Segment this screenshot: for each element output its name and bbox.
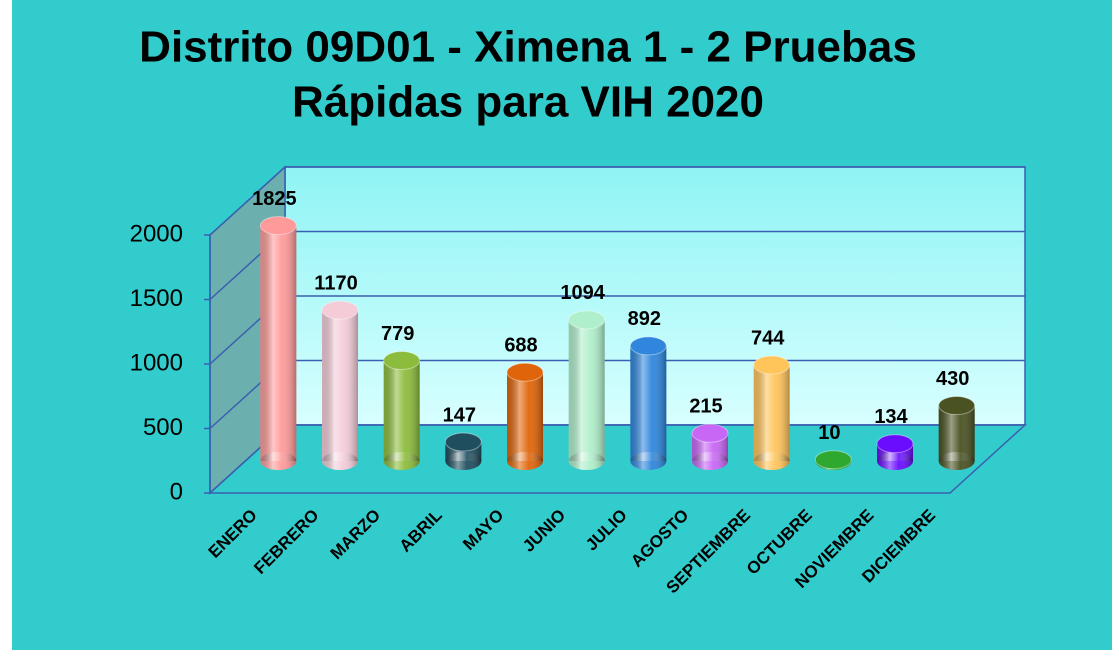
bar-shine xyxy=(507,372,543,461)
y-tick-label: 0 xyxy=(170,478,183,505)
bar-top xyxy=(876,434,914,454)
y-tick-label: 2000 xyxy=(130,220,183,247)
value-label: 430 xyxy=(936,368,969,390)
value-label: 147 xyxy=(443,404,476,426)
bar-shine xyxy=(383,360,420,461)
bar-top xyxy=(938,396,976,416)
bar-top xyxy=(383,351,421,371)
bar-top xyxy=(691,423,729,443)
bar-shine xyxy=(568,319,605,461)
bar-shine xyxy=(753,365,790,461)
bar-top xyxy=(814,450,852,470)
bar-shine xyxy=(260,225,297,461)
value-label: 215 xyxy=(689,396,722,418)
value-label: 1170 xyxy=(314,272,357,294)
bar-top xyxy=(321,300,359,320)
value-label: 1094 xyxy=(560,282,605,304)
grid-line xyxy=(209,166,1025,236)
bar-top xyxy=(753,355,791,375)
y-tick-label: 1500 xyxy=(130,285,183,312)
value-label: 1825 xyxy=(252,188,297,210)
bar-shine xyxy=(938,405,975,461)
y-tick-label: 500 xyxy=(143,414,183,441)
value-label: 779 xyxy=(381,323,414,345)
value-label: 892 xyxy=(628,308,661,330)
bar-top xyxy=(506,362,544,382)
bar-top xyxy=(259,216,297,236)
bar-top xyxy=(629,336,667,356)
value-label: 10 xyxy=(818,422,840,444)
chart-title: Distrito 09D01 - Ximena 1 - 2 Pruebas xyxy=(139,23,917,72)
bar-shine xyxy=(322,310,358,461)
bar-top xyxy=(444,432,482,452)
y-tick-label: 1000 xyxy=(130,349,183,376)
bar-shine xyxy=(630,345,667,461)
value-label: 744 xyxy=(751,327,785,349)
bar-top xyxy=(568,310,606,330)
chart-title: Rápidas para VIH 2020 xyxy=(292,78,764,127)
value-label: 134 xyxy=(874,406,908,428)
value-label: 688 xyxy=(504,335,537,357)
